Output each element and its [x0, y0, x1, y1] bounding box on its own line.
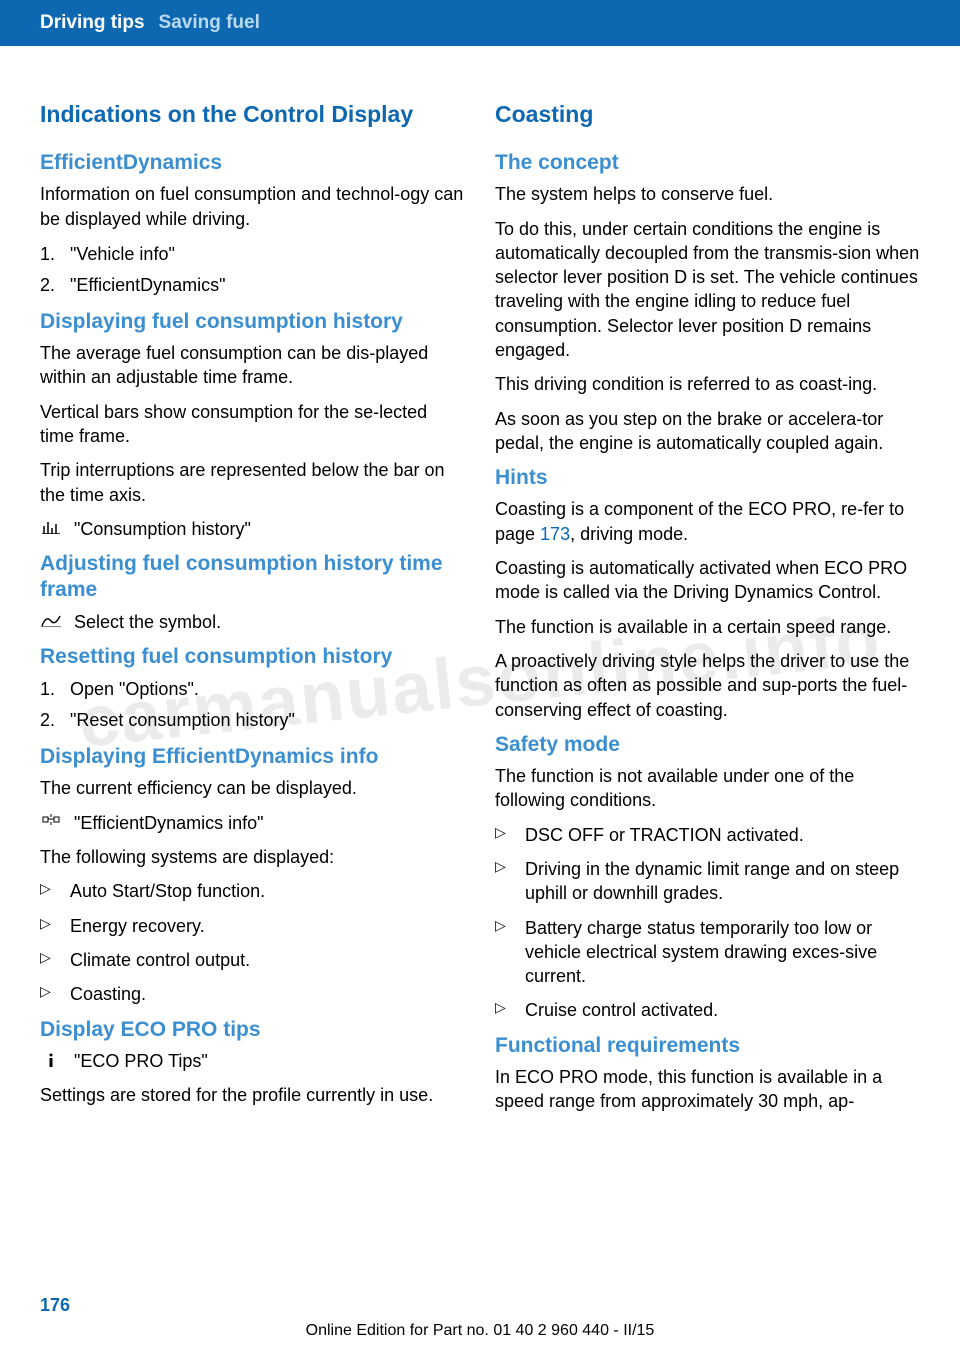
icon-label: "Consumption history"	[74, 517, 251, 541]
ordered-list: 1."Vehicle info" 2."EfficientDynamics"	[40, 241, 465, 299]
right-column: Coasting The concept The system helps to…	[495, 101, 920, 1124]
paragraph: As soon as you step on the brake or acce…	[495, 407, 920, 456]
icon-label: "EfficientDynamics info"	[74, 811, 264, 835]
icon-label: Select the symbol.	[74, 610, 221, 634]
info-icon	[40, 1049, 62, 1068]
edition-line: Online Edition for Part no. 01 40 2 960 …	[40, 1322, 920, 1340]
paragraph: Settings are stored for the profile curr…	[40, 1083, 465, 1107]
paragraph: This driving condition is referred to as…	[495, 372, 920, 396]
content-area: Indications on the Control Display Effic…	[0, 46, 960, 1124]
breadcrumb-2: Saving fuel	[159, 12, 260, 34]
bullet-list: DSC OFF or TRACTION activated. Driving i…	[495, 823, 920, 1023]
list-item: Coasting.	[40, 982, 465, 1006]
paragraph: Vertical bars show consumption for the s…	[40, 400, 465, 449]
paragraph: The system helps to conserve fuel.	[495, 182, 920, 206]
subheading: Functional requirements	[495, 1033, 920, 1059]
paragraph: The function is not available under one …	[495, 764, 920, 813]
paragraph: The current efficiency can be displayed.	[40, 776, 465, 800]
paragraph: The following systems are displayed:	[40, 845, 465, 869]
list-item: Driving in the dynamic limit range and o…	[495, 857, 920, 906]
list-item: Climate control output.	[40, 948, 465, 972]
subheading: Safety mode	[495, 732, 920, 758]
page-header: Driving tips Saving fuel	[0, 0, 960, 46]
paragraph: The average fuel consumption can be dis‐…	[40, 341, 465, 390]
breadcrumb-1: Driving tips	[40, 12, 145, 34]
page-number: 176	[40, 1295, 920, 1316]
section-heading: Coasting	[495, 101, 920, 128]
list-item: 2."Reset consumption history"	[40, 707, 465, 734]
efficiency-icon	[40, 811, 62, 828]
subheading: Displaying fuel consumption history	[40, 309, 465, 335]
subheading: EfficientDynamics	[40, 150, 465, 176]
paragraph: Coasting is a component of the ECO PRO, …	[495, 497, 920, 546]
subheading: Hints	[495, 465, 920, 491]
subheading: Display ECO PRO tips	[40, 1017, 465, 1043]
bullet-list: Auto Start/Stop function. Energy recover…	[40, 879, 465, 1006]
subheading: Displaying EfficientDynamics info	[40, 744, 465, 770]
icon-line: "EfficientDynamics info"	[40, 811, 465, 835]
list-item: Battery charge status temporarily too lo…	[495, 916, 920, 989]
list-item: 1.Open "Options".	[40, 676, 465, 703]
left-column: Indications on the Control Display Effic…	[40, 101, 465, 1124]
paragraph: A proactively driving style helps the dr…	[495, 649, 920, 722]
icon-line: Select the symbol.	[40, 610, 465, 634]
paragraph: The function is available in a certain s…	[495, 615, 920, 639]
list-item: 2."EfficientDynamics"	[40, 272, 465, 299]
page-footer: 176 Online Edition for Part no. 01 40 2 …	[0, 1295, 960, 1340]
icon-line: "ECO PRO Tips"	[40, 1049, 465, 1073]
select-icon	[40, 610, 62, 627]
subheading: Resetting fuel consumption history	[40, 644, 465, 670]
paragraph: Trip interruptions are represented below…	[40, 458, 465, 507]
icon-label: "ECO PRO Tips"	[74, 1049, 208, 1073]
paragraph: In ECO PRO mode, this function is availa…	[495, 1065, 920, 1114]
icon-line: "Consumption history"	[40, 517, 465, 541]
list-item: 1."Vehicle info"	[40, 241, 465, 268]
bar-chart-icon	[40, 517, 62, 534]
subheading: The concept	[495, 150, 920, 176]
list-item: Auto Start/Stop function.	[40, 879, 465, 903]
subheading: Adjusting fuel consumption history time …	[40, 551, 465, 604]
section-heading: Indications on the Control Display	[40, 101, 465, 128]
paragraph: To do this, under certain conditions the…	[495, 217, 920, 363]
list-item: Cruise control activated.	[495, 998, 920, 1022]
list-item: DSC OFF or TRACTION activated.	[495, 823, 920, 847]
paragraph: Coasting is automatically activated when…	[495, 556, 920, 605]
list-item: Energy recovery.	[40, 914, 465, 938]
ordered-list: 1.Open "Options". 2."Reset consumption h…	[40, 676, 465, 734]
paragraph: Information on fuel consumption and tech…	[40, 182, 465, 231]
page-link[interactable]: 173	[540, 524, 570, 544]
